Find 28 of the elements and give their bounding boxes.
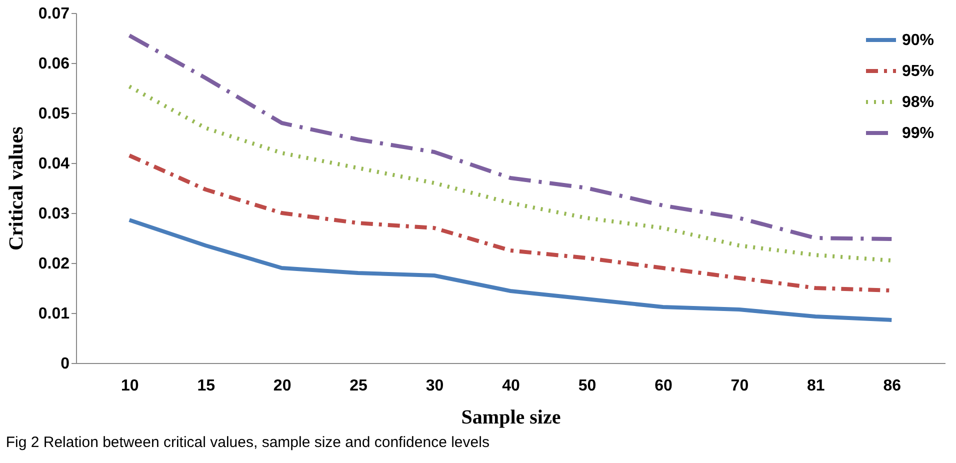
legend-label: 98% xyxy=(902,94,934,111)
y-tick-label: 0.06 xyxy=(38,56,70,72)
y-tick-label: 0.07 xyxy=(38,6,70,22)
legend-label: 90% xyxy=(902,32,934,49)
caption: Fig 2 Relation between critical values, sample size and confidence levels xyxy=(6,434,490,451)
x-axis-title: Sample size xyxy=(461,406,561,428)
y-tick-label: 0.02 xyxy=(38,256,70,272)
y-axis-title: Critical values xyxy=(5,126,28,250)
x-tick-label: 30 xyxy=(426,378,444,394)
y-tick-label: 0.05 xyxy=(38,106,70,122)
line-series xyxy=(127,34,894,241)
legend-label: 95% xyxy=(902,63,934,80)
x-tick-label: 50 xyxy=(578,378,596,394)
x-tick-label: 25 xyxy=(350,378,368,394)
y-tick-label: 0.03 xyxy=(38,206,70,222)
x-tick-label: 20 xyxy=(273,378,292,394)
y-tick-label: 0 xyxy=(60,356,70,372)
x-tick-label: 10 xyxy=(120,378,139,394)
y-tick-label: 0.01 xyxy=(38,306,70,322)
x-tick-label: 40 xyxy=(502,378,520,394)
legend-label: 99% xyxy=(902,125,934,142)
x-tick-label: 15 xyxy=(197,378,216,394)
x-tick-label: 86 xyxy=(883,378,902,394)
x-tick-label: 60 xyxy=(654,378,672,394)
line-series xyxy=(127,218,894,322)
x-tick-label: 70 xyxy=(730,378,749,394)
x-tick-label: 81 xyxy=(807,378,825,394)
y-tick-label: 0.04 xyxy=(38,156,70,172)
